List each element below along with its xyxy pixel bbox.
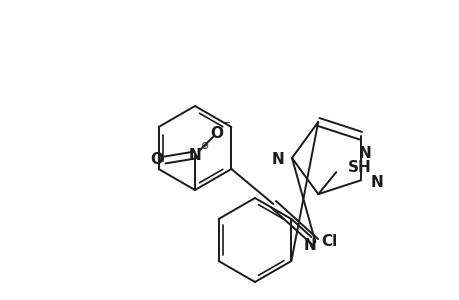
Text: N: N — [370, 175, 383, 190]
Text: N: N — [358, 146, 370, 161]
Text: O: O — [210, 125, 223, 140]
Text: N: N — [303, 238, 316, 253]
Text: −: − — [223, 118, 230, 128]
Text: N: N — [271, 152, 283, 167]
Text: Cl: Cl — [321, 235, 337, 250]
Text: ⊕: ⊕ — [200, 141, 207, 151]
Text: O: O — [150, 152, 163, 167]
Text: N: N — [188, 148, 201, 163]
Text: SH: SH — [347, 160, 371, 175]
